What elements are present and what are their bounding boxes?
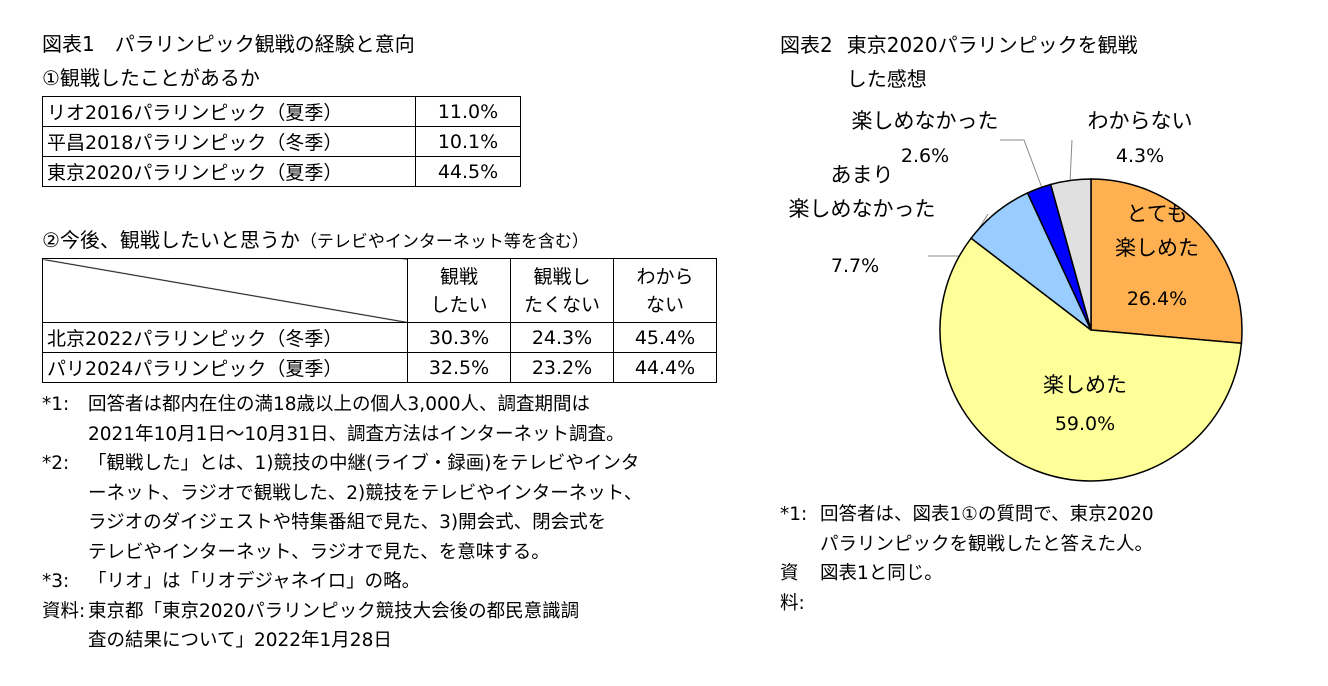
header-cell: 観戦 したい <box>407 258 511 323</box>
pie-slice <box>1090 178 1243 345</box>
table-2: 観戦 したい 観戦し たくない わから ない 北京2022パラリンピック（冬季）… <box>42 258 717 383</box>
note-text: 「観戦した」とは、1)競技の中継(ライブ・録画)をテレビやインタ ーネット、ラジ… <box>88 453 643 563</box>
leader-line <box>1000 139 1043 189</box>
cell: 30.3% <box>407 322 511 353</box>
diagonal-cell <box>42 258 408 323</box>
note: *3: 「リオ」は「リオデジャネイロ」の略。 <box>42 567 742 597</box>
value-label: 7.7% <box>831 255 879 277</box>
note-mark: *1: <box>780 504 808 525</box>
note: *2: 「観戦した」とは、1)競技の中継(ライブ・録画)をテレビやインタ ーネット… <box>42 449 742 567</box>
slice-label: とても楽しめた <box>1115 202 1199 260</box>
cell: 44.4% <box>613 352 717 383</box>
cell: 45.4% <box>613 322 717 353</box>
fig-title: 東京2020パラリンピックを観戦 した感想 <box>846 33 1138 91</box>
note-mark: 資料: <box>42 600 86 622</box>
leader-line <box>1069 139 1073 183</box>
note-mark: *3: <box>42 571 70 592</box>
cell: 11.0% <box>415 96 521 127</box>
note-mark: *2: <box>42 453 70 474</box>
header-cell: 観戦し たくない <box>510 258 614 323</box>
cell: 北京2022パラリンピック（冬季） <box>42 322 408 353</box>
slice-label: 楽しめなかった <box>852 109 999 133</box>
cell: 東京2020パラリンピック（夏季） <box>42 156 416 187</box>
cell: 32.5% <box>407 352 511 383</box>
fig-title: パラリンピック観戦の経験と意向 <box>114 32 415 56</box>
note: 資料: 東京都「東京2020パラリンピック競技大会後の都民意識調 査の結果について… <box>42 597 742 656</box>
note: 資料: 図表1と同じ。 <box>780 559 1320 618</box>
note-text: 「リオ」は「リオデジャネイロ」の略。 <box>88 571 421 592</box>
slice-label: あまり楽しめなかった <box>789 163 936 221</box>
fig1-title: 図表1 パラリンピック観戦の経験と意向 <box>42 28 415 57</box>
table-1: リオ2016パラリンピック（夏季） 11.0% 平昌2018パラリンピック（冬季）… <box>42 96 521 187</box>
fig-label: 図表2 <box>780 33 833 57</box>
section-subtitle: （テレビやインターネット等を含む） <box>299 232 589 252</box>
cell: 平昌2018パラリンピック（冬季） <box>42 126 416 157</box>
note-text: 回答者は、図表1①の質問で、東京2020 パラリンピックを観戦したと答えた人。 <box>820 504 1154 555</box>
cell: リオ2016パラリンピック（夏季） <box>42 96 416 127</box>
slice-label: 楽しめた <box>1043 373 1127 397</box>
fig2-title: 図表2 東京2020パラリンピックを観戦 した感想 <box>780 28 1138 96</box>
section-title: ①観戦したことがあるか <box>42 66 260 90</box>
section-title: ②今後、観戦したいと思うか（テレビやインターネット等を含む） <box>42 224 589 253</box>
fig-label: 図表1 <box>42 32 95 56</box>
note: *1: 回答者は、図表1①の質問で、東京2020 パラリンピックを観戦したと答えた… <box>780 500 1320 559</box>
value-label: 4.3% <box>1116 145 1164 167</box>
notes: *1: 回答者は都内在住の満18歳以上の個人3,000人、調査期間は 2021年1… <box>42 390 742 656</box>
pie-slice <box>1049 178 1092 331</box>
note-text: 図表1と同じ。 <box>820 563 943 584</box>
header-cell: わから ない <box>613 258 717 323</box>
note-text: 回答者は都内在住の満18歳以上の個人3,000人、調査期間は 2021年10月1… <box>88 394 625 445</box>
cell: 24.3% <box>510 322 614 353</box>
note-mark: 資料: <box>780 563 805 614</box>
cell: 44.5% <box>415 156 521 187</box>
notes: *1: 回答者は、図表1①の質問で、東京2020 パラリンピックを観戦したと答えた… <box>780 500 1320 618</box>
note: *1: 回答者は都内在住の満18歳以上の個人3,000人、調査期間は 2021年1… <box>42 390 742 449</box>
section-title-main: ②今後、観戦したいと思うか <box>42 228 300 252</box>
cell: 23.2% <box>510 352 614 383</box>
slice-label: わからない <box>1088 109 1193 133</box>
note-mark: *1: <box>42 394 70 415</box>
value-label: 26.4% <box>1127 288 1187 310</box>
value-label: 59.0% <box>1055 413 1115 435</box>
cell: 10.1% <box>415 126 521 157</box>
value-label: 2.6% <box>901 145 949 167</box>
note-text: 東京都「東京2020パラリンピック競技大会後の都民意識調 査の結果について」20… <box>88 600 580 652</box>
cell: パリ2024パラリンピック（夏季） <box>42 352 408 383</box>
pie-slice <box>939 237 1243 482</box>
